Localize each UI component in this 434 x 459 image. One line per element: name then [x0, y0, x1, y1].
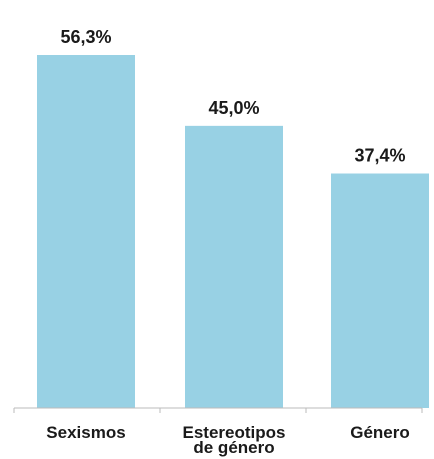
- x-axis-ticks: [13, 408, 423, 413]
- category-labels-group: Sexismos Estereotipos de género Género: [46, 423, 409, 457]
- value-label-1: 56,3%: [60, 27, 111, 47]
- bar-3: [331, 173, 429, 408]
- value-label-2: 45,0%: [208, 98, 259, 118]
- category-label-3: Género: [350, 423, 410, 442]
- value-labels-group: 56,3% 45,0% 37,4%: [60, 27, 405, 166]
- bar-2: [185, 125, 283, 408]
- bars-group: [37, 54, 429, 409]
- category-label-1: Sexismos: [46, 423, 125, 442]
- category-label-2: Estereotipos de género: [183, 423, 286, 457]
- value-label-3: 37,4%: [354, 146, 405, 166]
- bar-1: [37, 54, 135, 409]
